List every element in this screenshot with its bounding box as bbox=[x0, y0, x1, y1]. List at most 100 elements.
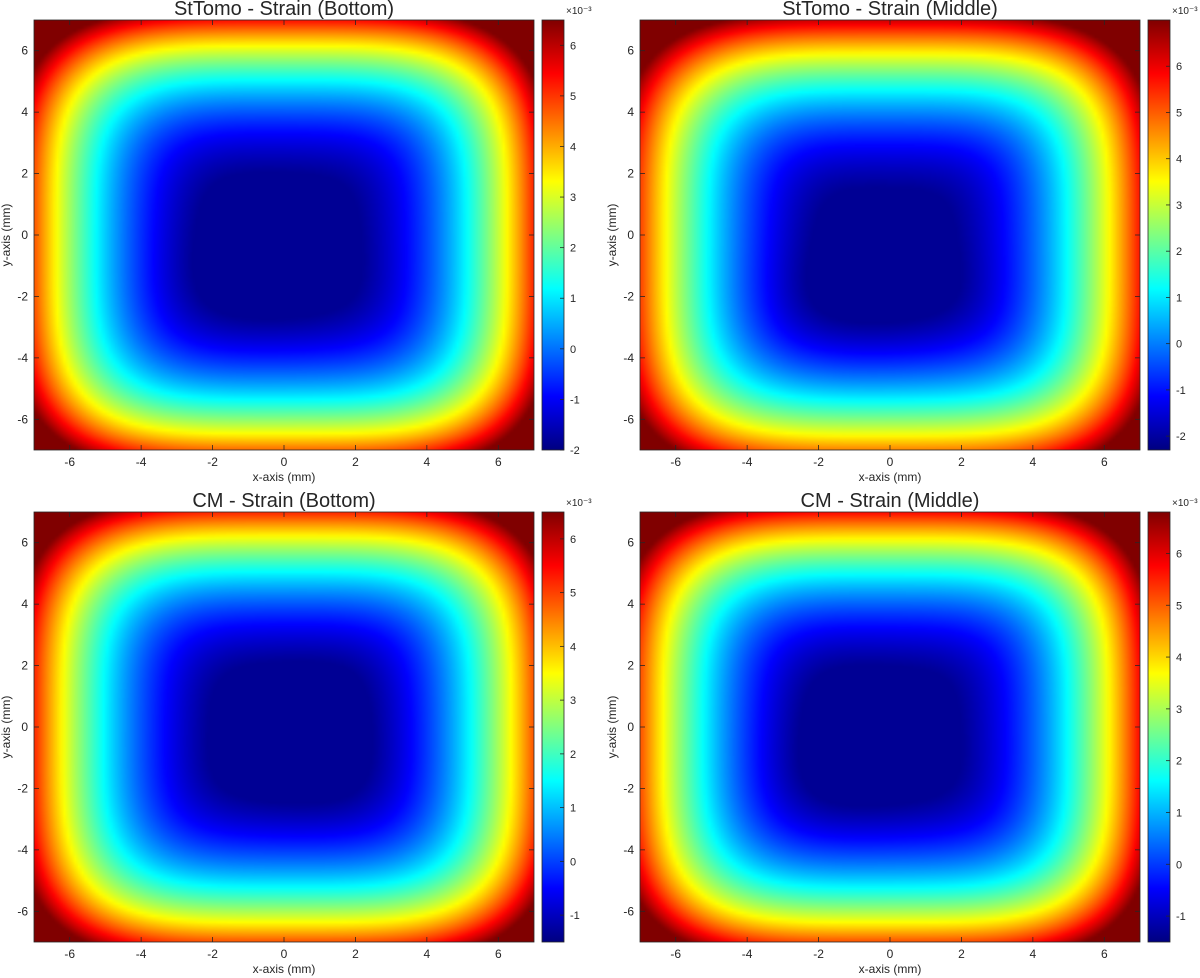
colorbar-tick-label: 2 bbox=[570, 749, 576, 761]
y-tick-label: 0 bbox=[21, 720, 28, 734]
y-tick-label: 0 bbox=[627, 720, 634, 734]
x-tick-label: -6 bbox=[670, 947, 681, 961]
chart-panel-1: -6 -4 -2 0 2 4 6 -6 -4 -2 0 2 4 6 StTomo - Strain (Bot… bbox=[0, 0, 592, 484]
x-tick-label: 0 bbox=[281, 947, 288, 961]
x-tick-label: 4 bbox=[1030, 455, 1037, 469]
x-tick-label: 2 bbox=[352, 947, 359, 961]
x-axis-label: x-axis (mm) bbox=[859, 470, 922, 484]
heatmap-image bbox=[640, 512, 1140, 942]
x-tick-label: -2 bbox=[207, 455, 218, 469]
y-tick-label: 2 bbox=[21, 659, 28, 673]
x-tick-label: -4 bbox=[136, 947, 147, 961]
colorbar-tick-label: 2 bbox=[570, 243, 576, 255]
y-tick-label: 2 bbox=[21, 167, 28, 181]
colorbar-tick-label: 3 bbox=[570, 192, 576, 204]
x-tick-label: 6 bbox=[1101, 455, 1108, 469]
x-tick-label: -6 bbox=[670, 455, 681, 469]
colorbar-exponent-label: ×10⁻³ bbox=[1172, 6, 1198, 17]
colorbar-tick-label: -1 bbox=[1176, 385, 1186, 397]
y-tick-label: 6 bbox=[21, 44, 28, 58]
x-tick-label: -6 bbox=[64, 455, 75, 469]
y-tick-label: -6 bbox=[623, 904, 634, 918]
colorbar-tick-label: 0 bbox=[570, 856, 576, 868]
colorbar-tick-label: 2 bbox=[1176, 246, 1182, 258]
colorbar-tick-label: -2 bbox=[1176, 431, 1186, 443]
y-tick-label: 6 bbox=[21, 536, 28, 550]
colorbar-tick-label: 0 bbox=[1176, 859, 1182, 871]
heatmap-image bbox=[34, 20, 534, 450]
colorbar-tick-label: 6 bbox=[570, 40, 576, 52]
colorbar bbox=[1147, 19, 1171, 451]
y-tick-label: 2 bbox=[627, 659, 634, 673]
chart-title: CM - Strain (Middle) bbox=[801, 490, 980, 512]
x-tick-label: 0 bbox=[887, 947, 894, 961]
x-axis-label: x-axis (mm) bbox=[253, 470, 316, 484]
colorbar-tick-label: 2 bbox=[1176, 756, 1182, 768]
x-tick-label: 0 bbox=[887, 455, 894, 469]
colorbar bbox=[541, 511, 565, 943]
y-tick-label: -4 bbox=[17, 351, 28, 365]
x-tick-label: 2 bbox=[958, 455, 965, 469]
y-tick-label: -6 bbox=[17, 904, 28, 918]
colorbar bbox=[1147, 511, 1171, 943]
y-tick-label: 6 bbox=[627, 536, 634, 550]
x-tick-label: -4 bbox=[136, 455, 147, 469]
y-tick-label: -2 bbox=[623, 289, 634, 303]
y-tick-label: -4 bbox=[623, 351, 634, 365]
x-axis-label: x-axis (mm) bbox=[859, 962, 922, 976]
colorbar-tick-label: 6 bbox=[570, 534, 576, 546]
y-tick-label: 0 bbox=[21, 228, 28, 242]
colorbar-tick-label: 1 bbox=[570, 293, 576, 305]
chart-title: CM - Strain (Bottom) bbox=[192, 490, 375, 512]
colorbar-tick-label: 5 bbox=[570, 91, 576, 103]
y-axis-label: y-axis (mm) bbox=[0, 204, 13, 267]
colorbar-exponent-label: ×10⁻³ bbox=[566, 6, 592, 17]
y-tick-label: -6 bbox=[623, 412, 634, 426]
y-tick-label: 4 bbox=[627, 597, 634, 611]
colorbar-tick-label: 1 bbox=[1176, 807, 1182, 819]
x-tick-label: 4 bbox=[424, 947, 431, 961]
y-tick-label: -2 bbox=[623, 781, 634, 795]
colorbar-exponent-label: ×10⁻³ bbox=[566, 498, 592, 509]
colorbar-tick-label: 1 bbox=[1176, 292, 1182, 304]
x-tick-label: -2 bbox=[813, 455, 824, 469]
y-tick-label: 4 bbox=[627, 105, 634, 119]
colorbar-tick-label: 6 bbox=[1176, 548, 1182, 560]
colorbar-tick-label: 5 bbox=[570, 588, 576, 600]
colorbar-tick-label: 4 bbox=[1176, 652, 1182, 664]
x-tick-label: 4 bbox=[1030, 947, 1037, 961]
x-axis-label: x-axis (mm) bbox=[253, 962, 316, 976]
colorbar bbox=[541, 19, 565, 451]
x-tick-label: 4 bbox=[424, 455, 431, 469]
colorbar-tick-label: -1 bbox=[570, 394, 580, 406]
y-tick-label: -2 bbox=[17, 289, 28, 303]
colorbar-tick-label: -1 bbox=[1176, 911, 1186, 923]
colorbar-exponent-label: ×10⁻³ bbox=[1172, 498, 1198, 509]
x-tick-label: -2 bbox=[813, 947, 824, 961]
y-axis-label: y-axis (mm) bbox=[605, 696, 619, 759]
x-tick-label: 2 bbox=[352, 455, 359, 469]
colorbar-tick-label: 3 bbox=[570, 695, 576, 707]
heatmap-image bbox=[34, 512, 534, 942]
colorbar-tick-label: 0 bbox=[1176, 339, 1182, 351]
x-tick-label: -4 bbox=[742, 455, 753, 469]
y-tick-label: -4 bbox=[17, 843, 28, 857]
colorbar-tick-label: 4 bbox=[570, 141, 576, 153]
y-tick-label: 4 bbox=[21, 597, 28, 611]
colorbar-tick-label: 5 bbox=[1176, 107, 1182, 119]
chart-panel-4: -6 -4 -2 0 2 4 6 -6 -4 -2 0 2 4 6 CM - Strain (Middle)… bbox=[605, 490, 1198, 976]
y-tick-label: -4 bbox=[623, 843, 634, 857]
x-tick-label: -6 bbox=[64, 947, 75, 961]
colorbar-tick-label: -2 bbox=[570, 445, 580, 457]
chart-panel-2: -6 -4 -2 0 2 4 6 -6 -4 -2 0 2 4 6 StTomo - Strain (Mid… bbox=[605, 0, 1198, 484]
y-tick-label: 2 bbox=[627, 167, 634, 181]
x-tick-label: 6 bbox=[495, 947, 502, 961]
colorbar-tick-label: -1 bbox=[570, 910, 580, 922]
colorbar-tick-label: 1 bbox=[570, 803, 576, 815]
chart-title: StTomo - Strain (Bottom) bbox=[174, 0, 394, 20]
x-tick-label: 6 bbox=[495, 455, 502, 469]
colorbar-tick-label: 4 bbox=[1176, 154, 1182, 166]
y-tick-label: 0 bbox=[627, 228, 634, 242]
x-tick-label: -2 bbox=[207, 947, 218, 961]
